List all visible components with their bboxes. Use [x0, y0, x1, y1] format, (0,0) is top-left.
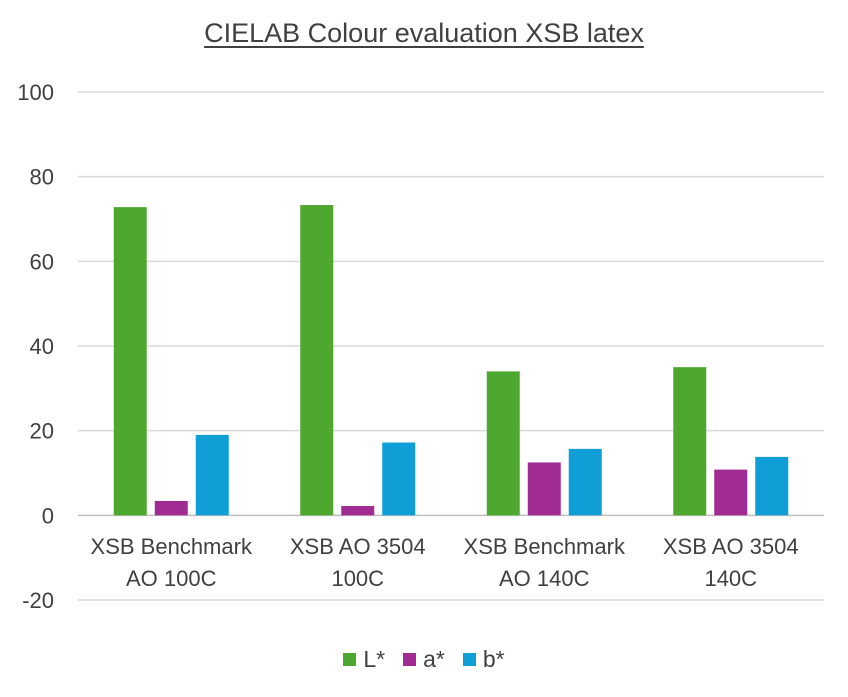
bar-l-star-0	[113, 207, 147, 516]
y-tick-label: -20	[22, 588, 54, 613]
bar-b-star-2	[568, 448, 602, 516]
bar-l-star-2	[486, 371, 520, 516]
legend-swatch	[403, 653, 417, 666]
x-tick-label: XSB Benchmark	[464, 534, 626, 559]
x-tick-label: AO 100C	[126, 566, 217, 591]
bar-l-star-3	[673, 367, 707, 516]
legend-swatch	[343, 653, 357, 666]
legend: L* a* b*	[0, 646, 848, 673]
y-tick-label: 80	[30, 165, 54, 190]
y-tick-label: 60	[30, 249, 54, 274]
bar-b-star-3	[755, 456, 789, 516]
legend-label: a*	[423, 646, 445, 672]
bar-a-star-3	[714, 469, 748, 516]
x-tick-label: XSB AO 3504	[290, 534, 426, 559]
legend-swatch	[462, 653, 476, 666]
legend-item: L*	[343, 646, 385, 673]
bar-b-star-0	[195, 434, 229, 516]
y-tick-label: 0	[42, 503, 54, 528]
x-tick-label: 100C	[331, 566, 384, 591]
bar-a-star-2	[527, 462, 561, 516]
legend-item: a*	[403, 646, 445, 673]
x-tick-label: AO 140C	[499, 566, 590, 591]
x-tick-label: 140C	[704, 566, 757, 591]
y-tick-label: 40	[30, 334, 54, 359]
bar-a-star-0	[154, 500, 188, 516]
bar-b-star-1	[382, 442, 416, 516]
legend-label: b*	[482, 646, 505, 672]
bar-a-star-1	[341, 506, 375, 516]
y-tick-label: 20	[30, 419, 54, 444]
bar-l-star-1	[300, 205, 334, 516]
legend-item: b*	[462, 646, 505, 673]
x-tick-label: XSB AO 3504	[663, 534, 799, 559]
chart-title: CIELAB Colour evaluation XSB latex	[204, 18, 644, 48]
x-tick-label: XSB Benchmark	[91, 534, 253, 559]
y-tick-label: 100	[17, 80, 54, 105]
legend-label: L*	[363, 646, 386, 672]
